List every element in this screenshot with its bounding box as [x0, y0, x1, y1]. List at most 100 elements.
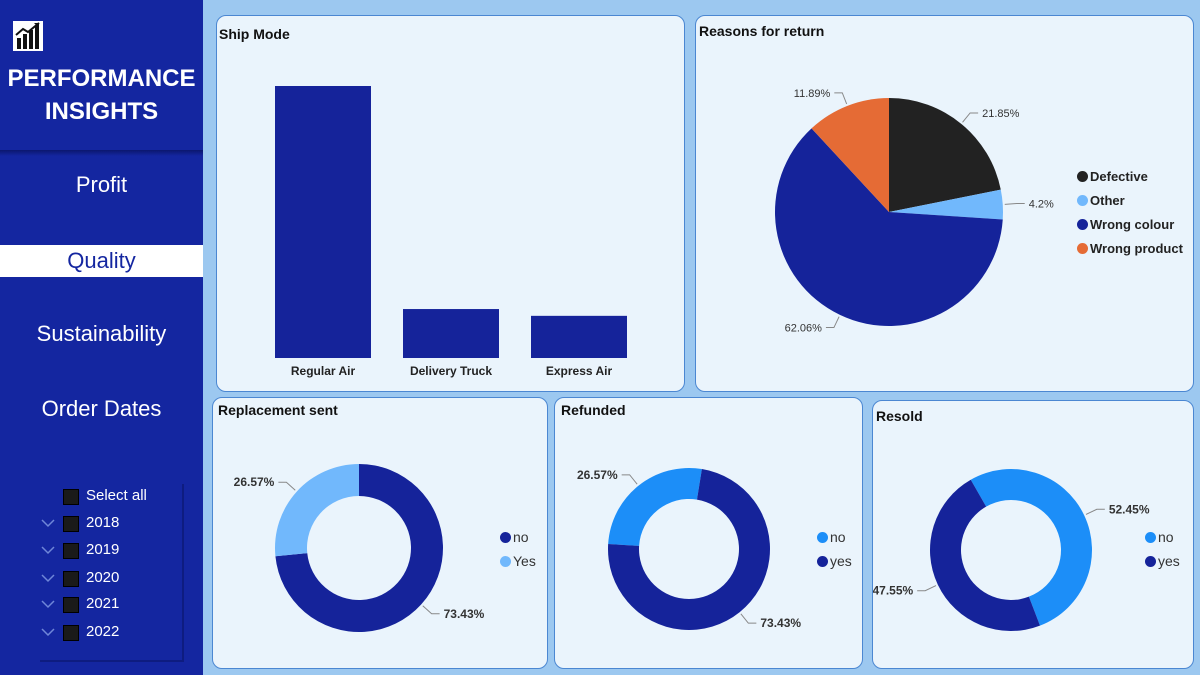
legend-swatch [817, 556, 828, 567]
slice-no[interactable] [608, 468, 702, 546]
leader-line [740, 613, 757, 624]
slice-wrong-product[interactable] [811, 98, 889, 212]
replacement-sent-card: Replacement sent 73.43% 26.57% no Yes [212, 397, 548, 669]
nav-sustainability[interactable]: Sustainability [36, 321, 167, 346]
data-label: 4.2% [1029, 199, 1054, 211]
legend: no Yes [500, 525, 536, 573]
legend-item-no[interactable]: no [500, 525, 536, 549]
slice-wrong-colour[interactable] [775, 128, 1003, 327]
checkbox[interactable] [63, 489, 79, 505]
slice-yes[interactable] [275, 464, 359, 557]
checkbox[interactable] [63, 571, 79, 587]
refunded-card: Refunded 26.57% 73.43% no yes [554, 397, 863, 669]
x-tick-label: Express Air [546, 364, 613, 378]
resold-card: Resold 52.45% 47.55% no yes [872, 400, 1194, 669]
legend-item-no[interactable]: no [1145, 525, 1180, 549]
slice-yes[interactable] [930, 479, 1040, 631]
legend: no yes [817, 525, 852, 573]
reasons-for-return-card: Reasons for return 21.85% 4.2% 62.06% 11.89… [695, 15, 1194, 392]
legend-item-yes[interactable]: yes [817, 549, 852, 573]
legend-swatch [500, 556, 511, 567]
legend-item-yes[interactable]: Yes [500, 549, 536, 573]
chart-title: Resold [876, 408, 923, 424]
legend-label: Wrong product [1090, 241, 1183, 256]
legend-item-wrong-colour[interactable]: Wrong colour [1077, 213, 1183, 237]
legend-item-wrong-product[interactable]: Wrong product [1077, 237, 1183, 261]
data-label: 52.45% [1109, 502, 1150, 516]
data-label: 62.06% [785, 323, 823, 335]
chart-title: Replacement sent [218, 402, 338, 418]
leader-line [422, 605, 440, 615]
legend-label: no [1158, 529, 1174, 545]
legend-swatch [817, 532, 828, 543]
checkbox[interactable] [63, 625, 79, 641]
bar-regular-air[interactable] [275, 86, 371, 358]
refunded-donut-chart: 26.57% 73.43% [577, 468, 801, 630]
leader-line [962, 112, 979, 123]
slice-no[interactable] [275, 464, 443, 632]
data-label: 47.55% [873, 584, 913, 598]
legend: Defective Other Wrong colour Wrong product [1077, 165, 1183, 261]
legend-label: Defective [1090, 169, 1148, 184]
legend-item-defective[interactable]: Defective [1077, 165, 1183, 189]
leader-line [278, 481, 296, 491]
nav-profit[interactable]: Profit [75, 172, 128, 197]
legend-swatch [1077, 195, 1088, 206]
leader-line [825, 316, 840, 329]
data-label: 73.43% [760, 616, 801, 630]
data-label: 26.57% [234, 475, 275, 489]
legend-swatch [1077, 219, 1088, 230]
chevron-down-icon[interactable] [40, 515, 56, 531]
sidebar: PERFORMANCE INSIGHTS Profit Quality Sust… [0, 0, 203, 675]
legend-label: no [830, 529, 846, 545]
ship-mode-bar-chart: Regular Air Delivery Truck Express Air [275, 86, 627, 378]
slice-other[interactable] [889, 189, 1003, 220]
leader-line [1085, 508, 1105, 515]
checkbox[interactable] [63, 516, 79, 532]
legend-label: Yes [513, 553, 536, 569]
slice-no[interactable] [970, 468, 1092, 626]
leader-line [1004, 203, 1025, 205]
legend-label: yes [1158, 553, 1180, 569]
checkbox[interactable] [63, 543, 79, 559]
legend-swatch [1077, 171, 1088, 182]
nav-order-dates[interactable]: Order Dates [41, 396, 162, 421]
chevron-down-icon[interactable] [40, 542, 56, 558]
slicer-border [40, 484, 184, 662]
data-label: 21.85% [982, 108, 1020, 120]
data-label: 11.89% [794, 88, 831, 100]
chart-title: Reasons for return [699, 23, 825, 39]
leader-line [621, 474, 638, 485]
nav-quality[interactable]: Quality [0, 245, 203, 277]
bar-express-air[interactable] [531, 315, 627, 358]
legend-item-yes[interactable]: yes [1145, 549, 1180, 573]
legend: no yes [1145, 525, 1180, 573]
data-label: 73.43% [444, 607, 485, 621]
checkbox[interactable] [63, 597, 79, 613]
legend-item-no[interactable]: no [817, 525, 852, 549]
year-slicer: Select all 2018 2019 2020 2021 2022 [40, 484, 188, 664]
bar-delivery-truck[interactable] [403, 309, 499, 358]
title-line-2: INSIGHTS [44, 98, 159, 125]
reasons-pie-chart: 21.85% 4.2% 62.06% 11.89% [775, 88, 1054, 335]
legend-label: Wrong colour [1090, 217, 1175, 232]
replacement-donut-chart: 73.43% 26.57% [234, 464, 485, 632]
legend-swatch [1077, 243, 1088, 254]
slice-yes[interactable] [608, 469, 770, 630]
chart-title: Refunded [561, 402, 626, 418]
chevron-down-icon[interactable] [40, 624, 56, 640]
slice-defective[interactable] [889, 98, 1001, 212]
chevron-down-icon[interactable] [40, 596, 56, 612]
chevron-down-icon[interactable] [40, 570, 56, 586]
chart-title: Ship Mode [219, 26, 290, 42]
x-tick-label: Delivery Truck [410, 364, 492, 378]
bar-chart-growth-icon [13, 21, 43, 51]
legend-label: no [513, 529, 529, 545]
leader-line [917, 585, 937, 592]
legend-label: Other [1090, 193, 1125, 208]
ship-mode-card: Ship Mode Regular Air Delivery Truck Expre… [216, 15, 685, 392]
data-label: 26.57% [577, 468, 618, 482]
legend-swatch [500, 532, 511, 543]
legend-swatch [1145, 556, 1156, 567]
legend-item-other[interactable]: Other [1077, 189, 1183, 213]
